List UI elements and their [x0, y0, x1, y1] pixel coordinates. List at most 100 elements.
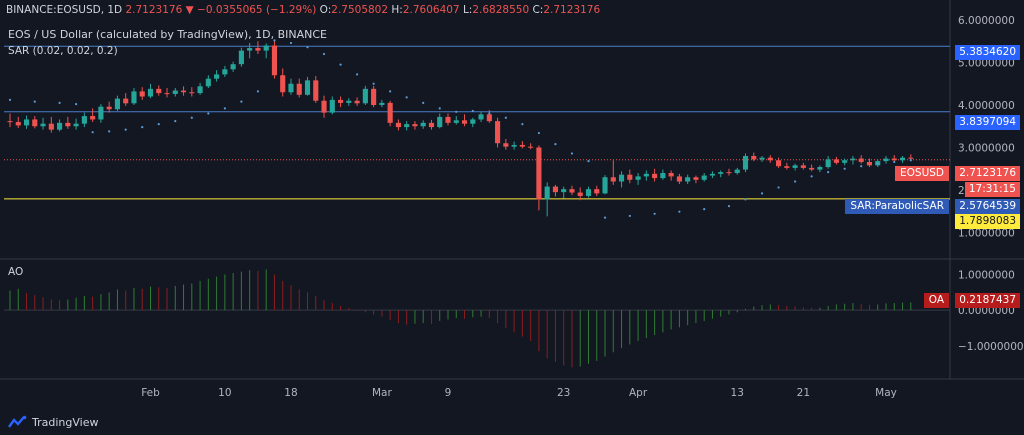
candle-body	[776, 160, 782, 167]
candle-body	[428, 122, 435, 128]
candle-body	[7, 121, 13, 123]
candle-body	[420, 122, 426, 127]
sar-dot	[339, 63, 342, 66]
candle-body	[90, 116, 96, 120]
ao-tick-label: −1.0000000	[958, 341, 1024, 353]
candle-body	[214, 74, 220, 79]
sar-value-label: 2.5764539	[955, 199, 1020, 214]
sar-dot	[306, 46, 309, 49]
candle-body	[395, 122, 401, 128]
sar-dot	[91, 131, 94, 134]
time-tick-label: 13	[731, 387, 744, 399]
sar-dot	[422, 101, 425, 104]
sar-dot	[256, 90, 260, 93]
candle-body	[189, 92, 195, 94]
brand-logo[interactable]: TradingView	[8, 415, 98, 429]
sar-dot	[909, 159, 912, 162]
candle-body	[701, 175, 707, 180]
sar-dot	[207, 112, 210, 115]
candle-body	[123, 98, 129, 104]
candle-body	[503, 143, 509, 147]
sar-dot	[124, 128, 127, 131]
sar-dot	[587, 160, 590, 163]
candle-body	[57, 122, 63, 130]
time-tick-label: Feb	[141, 387, 160, 399]
candle-body	[32, 119, 38, 127]
candle-body	[304, 80, 311, 95]
sar-dot	[190, 116, 193, 119]
sar-dot	[744, 198, 747, 201]
candle-body	[247, 48, 253, 51]
candle-body	[693, 177, 699, 180]
candle-body	[825, 159, 831, 168]
candle-body	[197, 86, 203, 94]
candle-body	[346, 100, 352, 103]
change-value: −0.0355065 (−1.29%)	[197, 4, 317, 16]
countdown-label: 17:31:15	[964, 182, 1020, 197]
symbol-label: BINANCE:EOSUSD, 1D	[6, 4, 123, 16]
sar-dot	[389, 90, 392, 93]
tradingview-logo-icon	[8, 415, 27, 428]
high-label: H:	[391, 4, 403, 16]
sar-dot	[678, 210, 681, 213]
candle-body	[899, 157, 906, 161]
candle-body	[238, 50, 244, 65]
candle-body	[544, 186, 550, 200]
sar-dot	[554, 143, 557, 146]
candle-body	[850, 158, 856, 161]
candle-body	[792, 165, 798, 168]
sar-dot	[157, 123, 160, 126]
line-level-label: 3.8397094	[955, 115, 1020, 130]
candle-body	[552, 186, 558, 193]
sar-legend[interactable]: SAR (0.02, 0.02, 0.2)	[8, 45, 118, 57]
time-tick-label: 18	[284, 387, 297, 399]
candle-body	[486, 114, 492, 122]
candle-body	[139, 91, 145, 97]
high-value: 2.7606407	[402, 4, 460, 16]
candle-body	[685, 177, 691, 182]
candle-body	[263, 45, 269, 51]
candle-body	[891, 158, 897, 161]
sar-dot	[521, 123, 524, 126]
candle-body	[734, 169, 740, 173]
candle-body	[23, 119, 30, 126]
brand-name: TradingView	[32, 415, 99, 429]
sar-dot	[108, 130, 111, 133]
candle-body	[164, 93, 170, 95]
candle-body	[338, 99, 344, 103]
sar-dot	[628, 214, 631, 218]
candle-body	[676, 176, 682, 182]
candle-body	[726, 172, 732, 174]
sar-dot	[8, 98, 12, 101]
candle-body	[404, 124, 410, 128]
sar-level-label: 5.3834620	[955, 45, 1020, 60]
time-tick-label: 21	[797, 387, 810, 399]
candle-body	[817, 167, 823, 170]
ao-legend[interactable]: AO	[8, 266, 24, 278]
sar-dot	[703, 208, 706, 211]
oa-value-label: 0.2187437	[955, 293, 1020, 308]
last-price-label: 2.7123176	[955, 166, 1020, 181]
candle-body	[718, 172, 724, 174]
sar-dot	[174, 120, 177, 123]
chart-title[interactable]: EOS / US Dollar (calculated by TradingVi…	[8, 28, 328, 41]
candle-body	[470, 119, 476, 124]
candle-body	[156, 88, 162, 94]
sar-dot	[75, 103, 78, 106]
price-tick-label: 6.0000000	[958, 15, 1015, 27]
candle-body	[98, 106, 104, 120]
candle-body	[230, 64, 236, 70]
candle-body	[114, 98, 120, 110]
sar-dot	[372, 82, 375, 85]
time-tick-label: 10	[218, 387, 231, 399]
candle-body	[271, 45, 278, 76]
candle-body	[280, 75, 286, 93]
candle-body	[412, 124, 418, 127]
candle-body	[668, 173, 674, 177]
candle-body	[519, 144, 525, 147]
candle-body	[784, 166, 790, 168]
eosusd-name-badge: EOSUSD	[895, 166, 949, 181]
sar-dot	[58, 101, 61, 104]
candle-body	[445, 116, 451, 123]
open-label: O:	[319, 4, 332, 16]
